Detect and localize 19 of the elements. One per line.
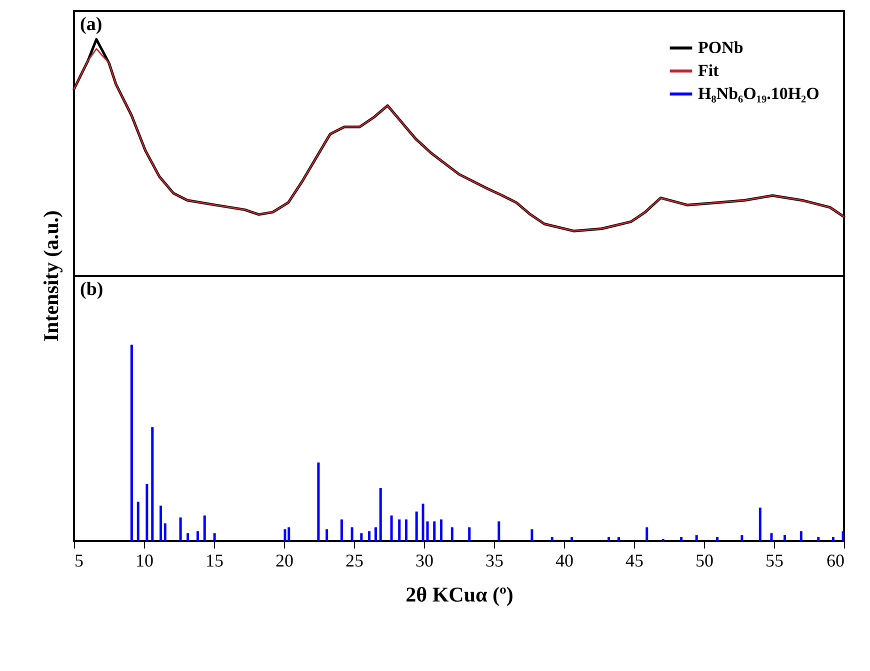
- y-axis-title: Intensity (a.u.): [39, 210, 63, 342]
- x-tick-label: 15: [206, 550, 224, 570]
- legend-label: PONb: [698, 38, 744, 57]
- x-tick-label: 50: [696, 550, 714, 570]
- legend-label: H₈Nb₆O₁₉.10H₂O: [698, 84, 820, 103]
- x-tick-label: 25: [346, 550, 364, 570]
- x-tick-label: 55: [766, 550, 784, 570]
- legend-label: Fit: [698, 61, 720, 80]
- x-tick-label: 60: [826, 550, 844, 570]
- x-tick-label: 30: [416, 550, 434, 570]
- x-tick-label: 45: [626, 550, 644, 570]
- text: (b): [80, 279, 104, 300]
- x-tick-label: 35: [486, 550, 504, 570]
- x-axis-title: 2θ KCuα (º): [406, 582, 514, 606]
- x-tick-label: 5: [74, 550, 84, 570]
- x-tick-label: 40: [556, 550, 574, 570]
- x-tick-label: 10: [136, 550, 154, 570]
- x-tick-label: 20: [276, 550, 294, 570]
- text: (a): [80, 14, 102, 35]
